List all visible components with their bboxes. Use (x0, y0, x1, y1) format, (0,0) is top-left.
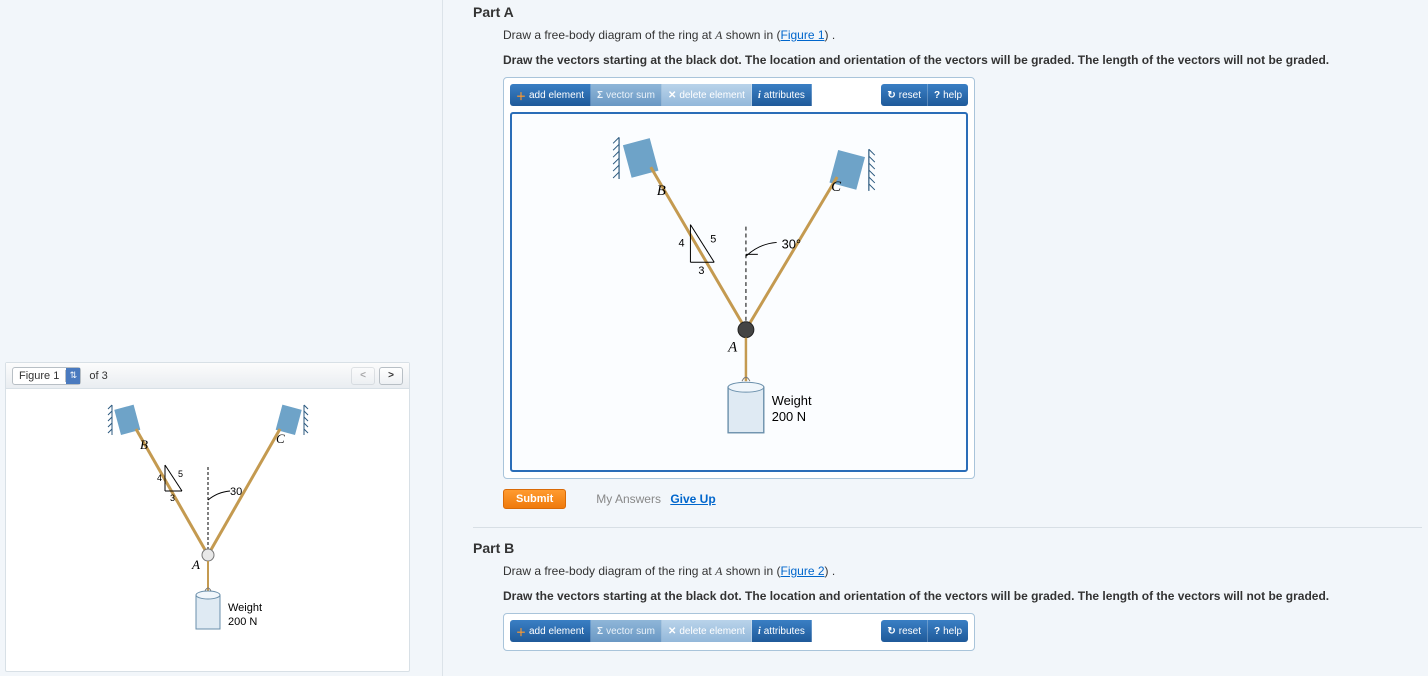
figure-select[interactable]: Figure 1 ⇅ (12, 367, 81, 385)
svg-text:200 N: 200 N (228, 616, 257, 628)
delete-element-button[interactable]: ✕delete element (662, 620, 752, 642)
svg-text:C: C (276, 431, 285, 446)
vector-canvas-a[interactable]: 30° 3 4 5 B C A Weight 200 N (510, 112, 968, 472)
question-icon: ? (934, 626, 940, 637)
figure-of-label: of 3 (89, 370, 107, 382)
part-b-instruction: Draw the vectors starting at the black d… (503, 589, 1422, 603)
svg-text:Weight: Weight (228, 602, 262, 614)
chevron-left-icon: < (360, 370, 366, 381)
question-area: Part A Draw a free-body diagram of the r… (442, 0, 1422, 676)
figure-select-label: Figure 1 (13, 370, 66, 382)
figure-1-link[interactable]: Figure 1 (780, 28, 824, 42)
svg-text:B: B (657, 183, 666, 199)
reset-icon: ↻ (887, 626, 895, 637)
part-a-instruction: Draw the vectors starting at the black d… (503, 53, 1422, 67)
x-icon: ✕ (668, 90, 676, 101)
vector-sum-button[interactable]: Σvector sum (591, 84, 662, 106)
info-icon: i (758, 626, 761, 637)
add-element-button[interactable]: ＋add element (510, 84, 591, 106)
svg-text:200 N: 200 N (772, 409, 806, 424)
attributes-button[interactable]: iattributes (752, 84, 812, 106)
svg-text:5: 5 (178, 469, 183, 479)
svg-text:3: 3 (698, 265, 704, 277)
figure-nav: < > (351, 367, 403, 385)
plus-icon: ＋ (516, 88, 526, 103)
chevron-right-icon: > (388, 370, 394, 381)
sigma-icon: Σ (597, 626, 603, 637)
figure-panel: Figure 1 ⇅ of 3 < > 30 3 (5, 362, 410, 672)
separator (473, 527, 1422, 528)
part-a-title: Part A (473, 4, 1422, 20)
part-b-prompt: Draw a free-body diagram of the ring at … (503, 564, 1422, 579)
delete-element-button[interactable]: ✕delete element (662, 84, 752, 106)
svg-text:5: 5 (710, 233, 716, 245)
reset-button[interactable]: ↻reset (881, 620, 928, 642)
plus-icon: ＋ (516, 624, 526, 639)
x-icon: ✕ (668, 626, 676, 637)
svg-text:C: C (831, 179, 842, 195)
svg-text:4: 4 (157, 473, 162, 483)
vector-toolbar-b: ＋add element Σvector sum ✕delete element… (510, 620, 968, 642)
sigma-icon: Σ (597, 90, 603, 101)
add-element-button[interactable]: ＋add element (510, 620, 591, 642)
figure-header: Figure 1 ⇅ of 3 < > (6, 363, 409, 389)
svg-text:B: B (140, 437, 148, 452)
part-b-title: Part B (473, 540, 1422, 556)
help-button[interactable]: ?help (928, 620, 968, 642)
attributes-button[interactable]: iattributes (752, 620, 812, 642)
figure-select-stepper-icon[interactable]: ⇅ (66, 368, 80, 384)
figure-2-link[interactable]: Figure 2 (780, 564, 824, 578)
reset-icon: ↻ (887, 90, 895, 101)
reset-button[interactable]: ↻reset (881, 84, 928, 106)
give-up-link[interactable]: Give Up (670, 492, 715, 506)
figure-next-button[interactable]: > (379, 367, 403, 385)
figure-thumbnail: 30 3 4 5 B C A Weight 200 N (58, 395, 358, 655)
submit-links: My Answers Give Up (596, 492, 715, 506)
submit-button[interactable]: Submit (503, 489, 566, 509)
svg-text:3: 3 (170, 493, 175, 503)
submit-row-a: Submit My Answers Give Up (503, 489, 1422, 509)
vector-widget-a: ＋add element Σvector sum ✕delete element… (503, 77, 975, 479)
vector-widget-b: ＋add element Σvector sum ✕delete element… (503, 613, 975, 651)
info-icon: i (758, 90, 761, 101)
part-a-prompt: Draw a free-body diagram of the ring at … (503, 28, 1422, 43)
svg-text:Weight: Weight (772, 393, 812, 408)
vector-toolbar-a: ＋add element Σvector sum ✕delete element… (510, 84, 968, 106)
question-icon: ? (934, 90, 940, 101)
figure-prev-button[interactable]: < (351, 367, 375, 385)
svg-text:30°: 30° (782, 236, 801, 251)
svg-text:A: A (727, 339, 738, 355)
my-answers-label: My Answers (596, 492, 661, 506)
vector-sum-button[interactable]: Σvector sum (591, 620, 662, 642)
svg-text:A: A (191, 557, 200, 572)
help-button[interactable]: ?help (928, 84, 968, 106)
svg-text:4: 4 (679, 237, 685, 249)
angle-label: 30 (230, 486, 242, 498)
